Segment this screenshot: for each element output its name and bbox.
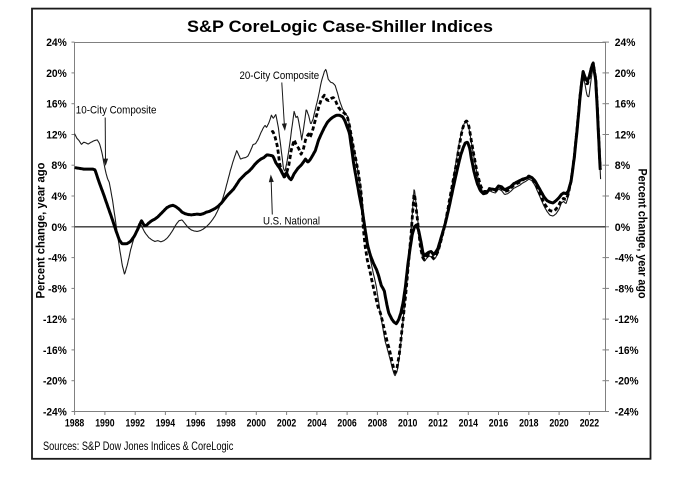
svg-text:2000: 2000	[247, 418, 266, 430]
svg-text:4%: 4%	[615, 191, 631, 203]
svg-text:-20%: -20%	[615, 376, 639, 388]
svg-text:-24%: -24%	[615, 407, 639, 419]
svg-text:2008: 2008	[368, 418, 387, 430]
svg-text:-4%: -4%	[48, 253, 67, 265]
svg-text:1992: 1992	[126, 418, 145, 430]
svg-text:S&P CoreLogic Case-Shiller Ind: S&P CoreLogic Case-Shiller Indices	[187, 17, 493, 36]
svg-text:2010: 2010	[398, 418, 417, 430]
svg-text:0%: 0%	[615, 222, 631, 234]
svg-text:12%: 12%	[615, 130, 636, 142]
svg-text:-8%: -8%	[48, 283, 67, 295]
svg-text:4%: 4%	[51, 191, 67, 203]
svg-text:20%: 20%	[615, 68, 636, 80]
svg-text:2022: 2022	[580, 418, 599, 430]
svg-text:2012: 2012	[428, 418, 447, 430]
svg-text:1988: 1988	[65, 418, 84, 430]
svg-text:20-City Composite: 20-City Composite	[240, 70, 320, 82]
svg-text:2016: 2016	[489, 418, 508, 430]
svg-text:1998: 1998	[216, 418, 235, 430]
svg-text:-4%: -4%	[615, 253, 634, 265]
svg-text:24%: 24%	[46, 37, 67, 49]
svg-text:U.S. National: U.S. National	[263, 215, 320, 227]
svg-text:-12%: -12%	[43, 314, 67, 326]
svg-text:-8%: -8%	[615, 283, 634, 295]
svg-text:-12%: -12%	[615, 314, 639, 326]
svg-text:1994: 1994	[156, 418, 176, 430]
svg-text:0%: 0%	[51, 222, 67, 234]
svg-text:-16%: -16%	[43, 345, 67, 357]
svg-text:1996: 1996	[186, 418, 205, 430]
svg-text:Percent change, year ago: Percent change, year ago	[636, 169, 648, 299]
svg-text:8%: 8%	[51, 160, 67, 172]
svg-text:16%: 16%	[46, 99, 67, 111]
svg-text:2006: 2006	[337, 418, 356, 430]
svg-text:20%: 20%	[46, 68, 67, 80]
svg-text:24%: 24%	[615, 37, 636, 49]
svg-text:10-City Composite: 10-City Composite	[76, 105, 157, 117]
svg-text:Sources: S&P Dow Jones Indices: Sources: S&P Dow Jones Indices & CoreLog…	[43, 441, 233, 453]
svg-text:1990: 1990	[95, 418, 114, 430]
svg-text:Percent change, year ago: Percent change, year ago	[36, 163, 48, 299]
svg-text:-24%: -24%	[43, 407, 67, 419]
svg-text:8%: 8%	[615, 160, 631, 172]
svg-text:2002: 2002	[277, 418, 296, 430]
svg-text:16%: 16%	[615, 99, 636, 111]
svg-text:12%: 12%	[46, 130, 67, 142]
svg-text:2014: 2014	[459, 418, 479, 430]
svg-text:-20%: -20%	[43, 376, 67, 388]
svg-text:2020: 2020	[549, 418, 568, 430]
svg-text:-16%: -16%	[615, 345, 639, 357]
svg-text:2004: 2004	[307, 418, 327, 430]
svg-text:2018: 2018	[519, 418, 538, 430]
